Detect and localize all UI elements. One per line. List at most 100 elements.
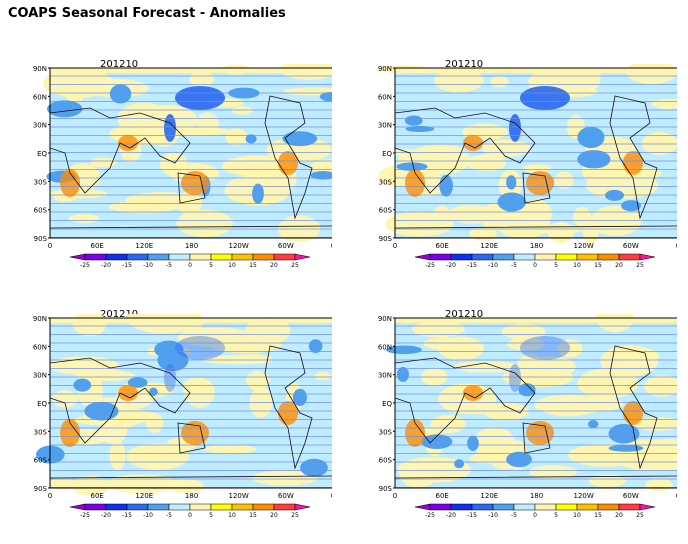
lon-label: 120W <box>229 492 249 500</box>
colorbar-label: -15 <box>467 512 477 519</box>
panel-date: 201210 <box>100 59 139 70</box>
lon-label: 60E <box>90 242 103 250</box>
lat-label: 30S <box>34 428 48 436</box>
lat-label: 30S <box>34 178 48 186</box>
colorbar-bin <box>576 503 599 511</box>
colorbar-label: -20 <box>101 512 111 519</box>
lat-label: 90S <box>379 485 393 493</box>
colorbar-bin <box>147 253 170 261</box>
lon-label: 60W <box>623 492 639 500</box>
lat-label: 30N <box>33 372 47 380</box>
colorbar-bin <box>576 253 599 261</box>
colorbar-label: -20 <box>446 262 456 269</box>
colorbar-label: 20 <box>270 262 278 269</box>
colorbar-label: -25 <box>80 512 90 519</box>
lat-label: 60S <box>34 207 48 215</box>
lon-label: 0 <box>393 242 397 250</box>
colorbar-label: 15 <box>594 262 602 269</box>
colorbar-label: 25 <box>291 512 299 519</box>
colorbar-bin <box>126 503 149 511</box>
colorbar-label: -25 <box>425 512 435 519</box>
colorbar-label: 25 <box>636 512 644 519</box>
lon-label: 0 <box>331 492 332 500</box>
colorbar-label: 20 <box>615 262 623 269</box>
colorbar-label: 10 <box>573 262 581 269</box>
lat-label: 90N <box>378 65 392 73</box>
map-panel-jfm: 201210 Sensible Heat Flux JFM90N60N30NEQ… <box>2 298 332 519</box>
colorbar-label: -20 <box>446 512 456 519</box>
lon-label: 120W <box>574 242 594 250</box>
colorbar-bin <box>84 253 107 261</box>
colorbar: -25 -20 -15 -10 -5 0 5 10 15 20 25 <box>414 503 656 519</box>
lon-label: 180 <box>185 242 198 250</box>
colorbar-bin <box>513 503 536 511</box>
colorbar-bin <box>450 503 473 511</box>
colorbar-label: 5 <box>209 512 213 519</box>
lat-label: 60N <box>33 93 47 101</box>
colorbar-label: 0 <box>533 512 537 519</box>
lon-label: 0 <box>48 492 52 500</box>
lon-label: 0 <box>676 242 677 250</box>
anomaly-map: 90N60N30NEQ30S60S90S060E120E180120W60W0-… <box>33 314 332 519</box>
lon-label: 60E <box>435 242 448 250</box>
lat-label: EQ <box>382 400 392 408</box>
map-panel-ndj: 201210 Sensible Heat Flux NDJ90N60N30NEQ… <box>2 48 332 269</box>
lon-label: 120E <box>480 492 498 500</box>
lat-label: EQ <box>382 150 392 158</box>
colorbar-label: -5 <box>511 262 517 269</box>
colorbar: -25 -20 -15 -10 -5 0 5 10 15 20 25 <box>69 253 311 269</box>
lon-label: 0 <box>393 492 397 500</box>
colorbar-bin <box>168 253 191 261</box>
colorbar-bin <box>429 503 452 511</box>
map-panel-djf: 201210 Sensible Heat Flux DJF90N60N30NEQ… <box>347 48 677 269</box>
colorbar-bin <box>84 503 107 511</box>
lon-label: 60W <box>278 492 294 500</box>
lat-label: 60N <box>33 343 47 351</box>
colorbar-label: 0 <box>188 512 192 519</box>
lat-label: 60S <box>34 457 48 465</box>
colorbar-bin <box>189 253 212 261</box>
colorbar-label: 25 <box>291 262 299 269</box>
colorbar-label: 20 <box>270 512 278 519</box>
colorbar-label: 10 <box>573 512 581 519</box>
lat-label: 30N <box>33 122 47 130</box>
lon-label: 0 <box>331 242 332 250</box>
colorbar-label: -5 <box>511 512 517 519</box>
colorbar-label: -10 <box>488 512 498 519</box>
colorbar-label: -15 <box>122 262 132 269</box>
colorbar-bin <box>168 503 191 511</box>
lon-label: 60W <box>623 242 639 250</box>
colorbar-bin <box>618 503 641 511</box>
lon-label: 180 <box>185 492 198 500</box>
colorbar-bin <box>210 253 233 261</box>
colorbar: -25 -20 -15 -10 -5 0 5 10 15 20 25 <box>69 503 311 519</box>
colorbar-bin <box>471 253 494 261</box>
lon-label: 60W <box>278 242 294 250</box>
colorbar-bin <box>273 503 296 511</box>
colorbar-bin <box>555 253 578 261</box>
colorbar-label: 20 <box>615 512 623 519</box>
lon-label: 120W <box>574 492 594 500</box>
lat-label: 90N <box>33 65 47 73</box>
colorbar-bin <box>147 503 170 511</box>
colorbar-bin <box>534 503 557 511</box>
colorbar-bin <box>231 253 254 261</box>
colorbar-bin <box>618 253 641 261</box>
colorbar-bin <box>105 253 128 261</box>
colorbar-bin <box>492 503 515 511</box>
colorbar-bin <box>429 253 452 261</box>
colorbar-bin <box>597 503 620 511</box>
lon-label: 120E <box>480 242 498 250</box>
lon-label: 180 <box>530 492 543 500</box>
colorbar-label: -25 <box>80 262 90 269</box>
lon-label: 60E <box>435 492 448 500</box>
colorbar-bin <box>126 253 149 261</box>
colorbar-label: -10 <box>488 262 498 269</box>
panel-date: 201210 <box>445 59 484 70</box>
colorbar-label: -25 <box>425 262 435 269</box>
lat-label: 30S <box>379 428 393 436</box>
lat-label: 90N <box>33 315 47 323</box>
lat-label: 60S <box>379 207 393 215</box>
colorbar-bin <box>231 503 254 511</box>
lon-label: 180 <box>530 242 543 250</box>
